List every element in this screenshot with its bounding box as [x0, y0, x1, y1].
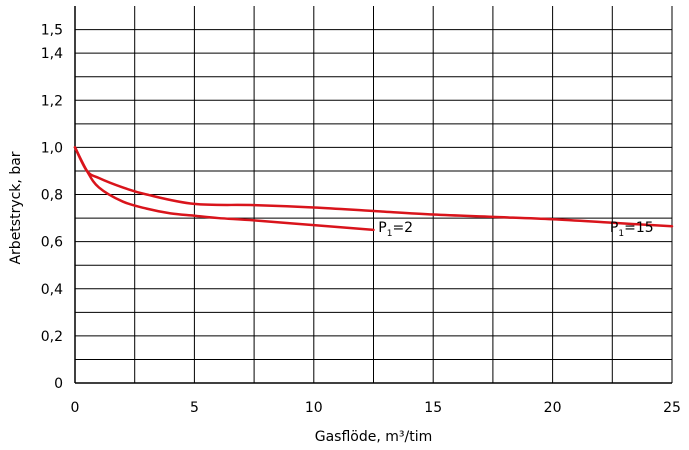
y-tick-label: 1,2	[41, 93, 63, 109]
y-tick-label: 0,4	[41, 282, 63, 298]
series-group	[73, 146, 674, 232]
y-tick-label: 0,6	[41, 235, 63, 251]
annotation-text: P1=15	[610, 220, 654, 239]
annotation-text: P1=2	[378, 220, 413, 239]
series-line-1	[73, 146, 375, 232]
y-tick-label: 1,0	[41, 140, 63, 156]
series-line-2	[73, 146, 674, 228]
x-tick-label: 15	[424, 400, 442, 416]
series-annotation: P1=15	[610, 220, 654, 239]
x-axis-label: Gasflöde, m³/tim	[315, 429, 433, 445]
x-tick-label: 20	[544, 400, 562, 416]
x-tick-label: 25	[663, 400, 681, 416]
y-tick-label: 1,4	[41, 46, 63, 62]
grid	[74, 6, 673, 384]
y-tick-label: 0	[54, 376, 63, 392]
y-tick-label: 0,8	[41, 188, 63, 204]
series-annotation: P1=2	[378, 220, 413, 239]
annotations: P1=2 P1=15	[378, 220, 653, 239]
y-axis-label: Arbetstryck, bar	[8, 151, 24, 264]
x-tick-label: 5	[190, 400, 199, 416]
y-tick-label: 0,2	[41, 329, 63, 345]
x-tick-label: 10	[305, 400, 323, 416]
x-tick-label: 0	[71, 400, 80, 416]
tick-labels: 0 5 10 15 20 25 0 0,2 0,4 0,6 0,8 1,0 1,2 1,4 1,5	[41, 23, 681, 416]
y-tick-label: 1,5	[41, 23, 63, 39]
